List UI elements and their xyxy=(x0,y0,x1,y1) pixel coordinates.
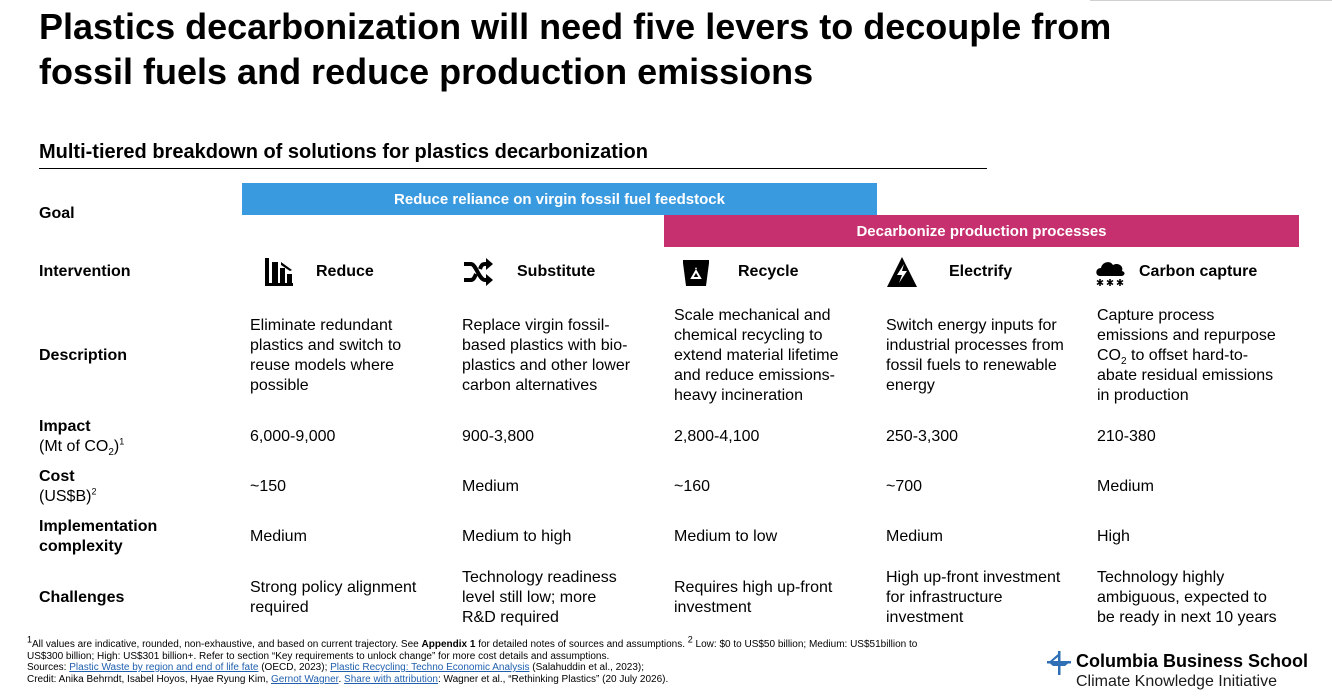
impact-carbon-capture: 210-380 xyxy=(1097,428,1156,445)
brand-name: Columbia Business School xyxy=(1076,651,1309,671)
cost-electrify: ~700 xyxy=(886,478,923,495)
goal-band-production-label: Decarbonize production processes xyxy=(856,222,1107,240)
credit-line: Credit: Anika Behrndt, Isabel Hoyos, Hya… xyxy=(27,674,669,685)
footnote-1: 1All values are indicative, rounded, non… xyxy=(27,634,918,650)
intervention-label: Carbon capture xyxy=(1139,263,1258,280)
row-label-impact: Impact (Mt of CO2)1 xyxy=(39,417,125,459)
cost-recycle: ~160 xyxy=(674,478,711,495)
intervention-electrify: Electrify xyxy=(886,256,1091,290)
intervention-label: Electrify xyxy=(949,263,1013,280)
cost-label: Cost xyxy=(39,468,75,485)
intervention-label: Reduce xyxy=(316,263,374,280)
goal-band-production: Decarbonize production processes xyxy=(664,215,1299,247)
row-label-goal: Goal xyxy=(39,205,75,222)
intervention-carbon-capture: Carbon capture xyxy=(1096,256,1327,290)
row-label-cost: Cost (US$B)2 xyxy=(39,467,96,507)
row-label-complexity: Implementation complexity xyxy=(39,518,158,555)
author-link[interactable]: Gernot Wagner xyxy=(271,674,339,685)
share-link[interactable]: Share with attribution xyxy=(344,674,438,685)
row-label-intervention: Intervention xyxy=(39,263,131,280)
challenges-substitute: Technology readiness level still low; mor… xyxy=(462,569,617,626)
sources-line: Sources: Plastic Waste by region and end… xyxy=(27,662,645,673)
top-divider xyxy=(1090,0,1332,1)
challenges-carbon-capture: Technology highly ambiguous, expected to b… xyxy=(1097,569,1277,626)
impact-label: Impact xyxy=(39,418,91,435)
description-carbon-capture: Capture process emissions and repurpose … xyxy=(1097,307,1276,404)
challenges-recycle: Requires high up-front investment xyxy=(674,579,833,616)
description-substitute: Replace virgin fossil-based plastics wit… xyxy=(462,317,631,394)
title-line-1: Plastics decarbonization will need five … xyxy=(39,6,1112,47)
description-reduce: Eliminate redundant plastics and switch t… xyxy=(250,317,402,394)
goal-band-feedstock: Reduce reliance on virgin fossil fuel fe… xyxy=(242,183,877,215)
row-label-description: Description xyxy=(39,347,128,364)
section-subtitle: Multi-tiered breakdown of solutions for … xyxy=(39,141,648,163)
source-link-oecd[interactable]: Plastic Waste by region and end of life … xyxy=(69,662,259,673)
source-link-recycling[interactable]: Plastic Recycling: Techno Economic Analy… xyxy=(330,662,530,673)
challenges-electrify: High up-front investment for infrastructu… xyxy=(886,569,1061,626)
challenges-reduce: Strong policy alignment required xyxy=(250,579,417,616)
columbia-crown-icon xyxy=(1047,651,1071,675)
building-reduce-icon xyxy=(265,258,293,286)
footnote-2: US$300 billion; High: US$301 billion+. R… xyxy=(27,651,610,662)
description-electrify: Switch energy inputs for industrial proce… xyxy=(886,317,1064,394)
title-line-2: fossil fuels and reduce production emiss… xyxy=(39,51,814,92)
subtitle-rule xyxy=(39,168,987,169)
complexity-carbon-capture: High xyxy=(1097,528,1130,545)
intervention-label: Recycle xyxy=(738,263,799,280)
complexity-recycle: Medium to low xyxy=(674,528,778,545)
intervention-recycle: Recycle xyxy=(674,256,879,290)
goal-band-feedstock-label: Reduce reliance on virgin fossil fuel fe… xyxy=(394,190,725,208)
page-title: Plastics decarbonization will need five … xyxy=(39,4,1309,94)
row-label-challenges: Challenges xyxy=(39,589,125,606)
impact-unit: (Mt of CO2)1 xyxy=(39,436,125,459)
brand-subtitle: Climate Knowledge Initiative xyxy=(1076,673,1277,690)
description-recycle: Scale mechanical and chemical recycling t… xyxy=(674,307,839,404)
lightning-icon xyxy=(887,257,917,287)
complexity-substitute: Medium to high xyxy=(462,528,572,545)
intervention-reduce: Reduce xyxy=(250,256,455,290)
impact-electrify: 250-3,300 xyxy=(886,428,959,445)
recycle-bin-icon xyxy=(683,260,709,286)
cost-reduce: ~150 xyxy=(250,478,287,495)
impact-reduce: 6,000-9,000 xyxy=(250,428,336,445)
shuffle-icon xyxy=(464,258,493,286)
cost-unit: (US$B)2 xyxy=(39,486,97,505)
intervention-substitute: Substitute xyxy=(462,256,667,290)
impact-substitute: 900-3,800 xyxy=(462,428,535,445)
complexity-reduce: Medium xyxy=(250,528,307,545)
complexity-electrify: Medium xyxy=(886,528,943,545)
impact-recycle: 2,800-4,100 xyxy=(674,428,760,445)
intervention-label: Substitute xyxy=(517,263,596,280)
cost-substitute: Medium xyxy=(462,478,519,495)
cost-carbon-capture: Medium xyxy=(1097,478,1154,495)
cloud-capture-icon xyxy=(1096,262,1125,286)
